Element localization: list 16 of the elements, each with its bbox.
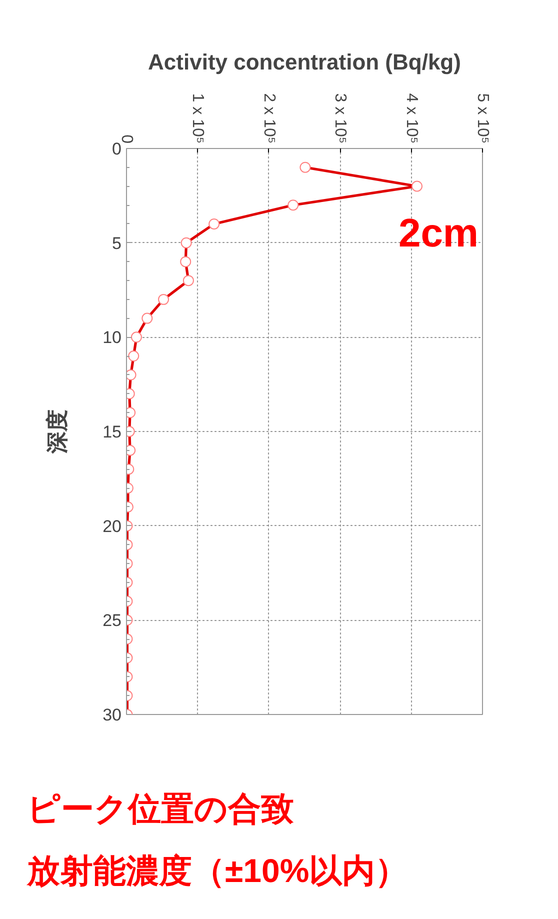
x-tick-label: 1 x 10⁵ (189, 93, 206, 144)
y-axis-title: 深度 (44, 410, 70, 454)
x-tick-label: 3 x 10⁵ (332, 93, 349, 144)
x-tick-label: 5 x 10⁵ (474, 93, 491, 144)
x-tick-label: 2 x 10⁵ (260, 93, 278, 144)
x-axis-title: Activity concentration (Bq/kg) (148, 49, 461, 74)
annotation: 2cm (398, 211, 479, 256)
y-tick-label: 20 (102, 516, 122, 536)
y-tick-label: 10 (102, 328, 122, 348)
text: ピーク位置の合致 (27, 789, 294, 829)
y-tick-label: 5 (112, 234, 122, 253)
y-tick-label: 15 (102, 422, 122, 442)
y-tick-label: 30 (102, 706, 122, 724)
text: 放射能濃度（±10%以内） (27, 851, 408, 891)
y-tick-label: 25 (102, 611, 122, 630)
x-tick-label: 4 x 10⁵ (402, 93, 420, 144)
